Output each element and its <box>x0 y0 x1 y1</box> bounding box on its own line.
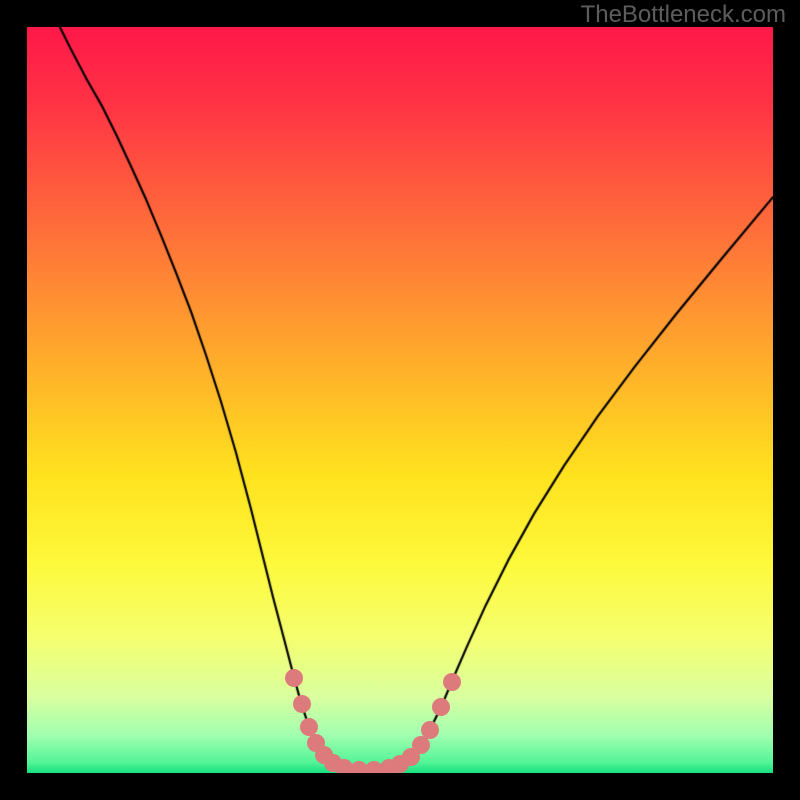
chart-frame: TheBottleneck.com <box>0 0 800 800</box>
markers-layer <box>27 27 773 773</box>
plot-area <box>27 27 773 773</box>
curve-marker <box>421 721 439 739</box>
curve-marker <box>293 695 311 713</box>
curve-marker <box>412 736 430 754</box>
curve-marker <box>432 698 450 716</box>
watermark-label: TheBottleneck.com <box>581 1 786 29</box>
curve-marker <box>443 673 461 691</box>
curve-marker <box>285 669 303 687</box>
curve-marker <box>300 718 318 736</box>
